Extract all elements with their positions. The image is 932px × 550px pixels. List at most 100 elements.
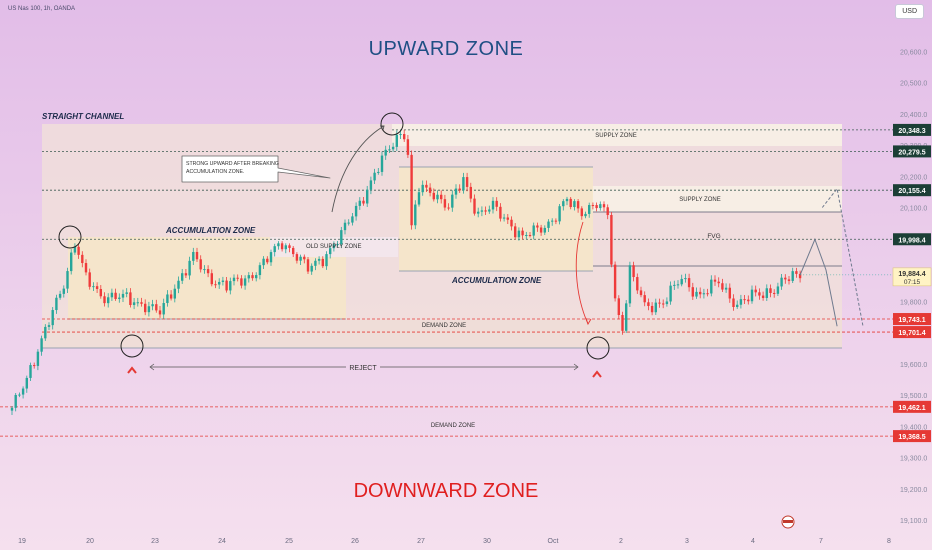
candle-body — [421, 184, 424, 193]
candle — [66, 267, 69, 293]
candle-body — [491, 200, 495, 210]
candle — [40, 335, 43, 356]
candle-body — [162, 303, 165, 315]
candle-body — [173, 288, 176, 299]
candle-body — [451, 194, 454, 208]
candle — [284, 243, 287, 254]
candle-body — [121, 293, 125, 298]
candle — [314, 258, 317, 271]
candle — [140, 297, 143, 307]
current-price-text: 19,884.4 — [898, 271, 925, 278]
arrowhead-icon — [380, 125, 385, 131]
x-tick-label: 25 — [285, 538, 293, 545]
candle — [340, 226, 343, 249]
candle-body — [551, 220, 554, 222]
candle-body — [565, 198, 569, 202]
candle-body — [658, 302, 661, 304]
candle — [181, 268, 184, 284]
candle-body — [613, 264, 617, 299]
candle-body — [155, 304, 158, 311]
candle-body — [440, 194, 443, 200]
candle-body — [717, 281, 720, 284]
candle-body — [266, 258, 269, 263]
candle — [440, 190, 443, 204]
candle — [225, 277, 228, 293]
candle-body — [743, 299, 746, 301]
price-tag-text: 19,743.1 — [898, 317, 925, 324]
candle-body — [643, 295, 646, 303]
candle — [169, 290, 173, 301]
candle-body — [314, 260, 317, 266]
price-tag-text: 19,368.5 — [898, 434, 925, 441]
candle — [773, 289, 776, 298]
candle-body — [218, 281, 221, 285]
candle-body — [525, 235, 528, 237]
candle-body — [736, 304, 739, 308]
currency-button[interactable]: USD — [895, 4, 924, 19]
marker-circle — [586, 336, 610, 360]
candle-body — [210, 273, 213, 285]
candle-body — [776, 286, 780, 294]
candle — [425, 180, 428, 192]
candle-body — [358, 200, 361, 206]
candle-body — [510, 219, 513, 227]
candle — [325, 251, 328, 270]
candle — [206, 265, 210, 278]
candle-body — [181, 273, 184, 281]
candle-body — [724, 287, 728, 290]
candle — [403, 129, 406, 142]
candle-body — [758, 292, 761, 296]
price-tag: 19,743.1 — [893, 313, 931, 326]
candle — [495, 197, 498, 212]
candle-body — [414, 204, 417, 226]
candle-body — [303, 256, 306, 260]
candle-body — [573, 201, 576, 208]
candle — [166, 290, 169, 307]
candle-body — [499, 206, 502, 219]
candle — [613, 261, 617, 302]
candle-body — [521, 230, 524, 236]
candle — [243, 275, 247, 290]
candle — [188, 256, 191, 280]
candle-body — [232, 277, 236, 282]
candle-body — [502, 217, 506, 219]
current-price-tag: 19,884.407:15 — [892, 267, 932, 287]
straight-channel-label: STRAIGHT CHANNEL — [42, 112, 124, 121]
candle — [532, 222, 535, 240]
candle-body — [728, 287, 731, 299]
x-tick-label: 26 — [351, 538, 359, 545]
candle — [251, 272, 254, 281]
candle-body — [480, 210, 484, 212]
candle — [25, 375, 28, 393]
candle-body — [240, 278, 243, 286]
candle — [447, 203, 450, 211]
candle — [10, 405, 14, 415]
candle-body — [702, 293, 706, 295]
candle — [292, 246, 295, 258]
candle — [547, 219, 550, 232]
candle-body — [169, 294, 173, 299]
candle — [484, 206, 487, 215]
candle-body — [347, 222, 350, 224]
candle-body — [369, 180, 373, 190]
candle-body — [321, 258, 324, 267]
candle — [791, 267, 794, 284]
candle-body — [532, 225, 535, 236]
candle-body — [495, 200, 498, 207]
candle — [247, 272, 250, 283]
candle — [539, 224, 543, 236]
candle — [680, 274, 683, 287]
marker-circle — [380, 112, 404, 136]
candle — [602, 201, 606, 212]
symbol-title[interactable]: US Nas 100, 1h, OANDA — [8, 6, 76, 12]
accumulation-zone-box-2 — [399, 167, 593, 271]
candle — [510, 216, 513, 231]
candle — [417, 187, 421, 207]
candle-body — [713, 279, 717, 282]
candle — [480, 206, 484, 217]
candle — [147, 301, 151, 317]
candle-body — [654, 302, 657, 313]
candle — [721, 278, 724, 292]
